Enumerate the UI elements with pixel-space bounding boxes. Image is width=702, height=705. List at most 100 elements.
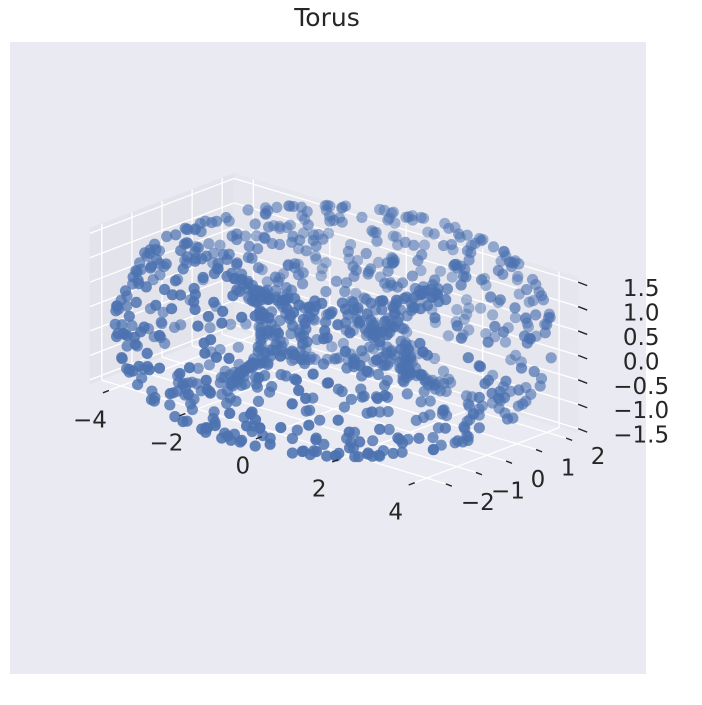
data-point bbox=[385, 346, 397, 358]
data-point bbox=[141, 347, 153, 359]
data-point bbox=[320, 257, 332, 269]
data-point bbox=[216, 317, 228, 329]
data-point bbox=[310, 446, 322, 458]
tick-label: −1 bbox=[491, 478, 525, 504]
data-point bbox=[150, 299, 162, 311]
data-point bbox=[295, 353, 308, 365]
tick-mark bbox=[331, 458, 339, 463]
data-point bbox=[186, 404, 198, 416]
data-point bbox=[354, 436, 366, 448]
data-point bbox=[451, 320, 463, 332]
data-point bbox=[130, 296, 142, 308]
data-point bbox=[179, 222, 191, 234]
data-point bbox=[476, 274, 488, 286]
data-point bbox=[461, 294, 473, 306]
data-point bbox=[315, 270, 327, 282]
data-point bbox=[462, 352, 474, 364]
data-point bbox=[343, 442, 356, 454]
data-point bbox=[249, 218, 261, 230]
data-point bbox=[396, 277, 409, 289]
data-point bbox=[309, 250, 321, 262]
data-point bbox=[174, 368, 186, 380]
data-point bbox=[522, 321, 535, 333]
data-point bbox=[399, 236, 411, 248]
data-point bbox=[174, 289, 187, 301]
data-point bbox=[489, 320, 501, 333]
data-point bbox=[276, 295, 288, 307]
data-point bbox=[241, 420, 253, 432]
data-point bbox=[252, 262, 264, 274]
tick-label: 2 bbox=[591, 444, 606, 470]
data-point bbox=[330, 353, 343, 365]
tick-label: 0 bbox=[531, 467, 546, 493]
data-point bbox=[376, 304, 388, 316]
data-point bbox=[506, 261, 518, 273]
data-point bbox=[321, 450, 333, 462]
data-point bbox=[518, 330, 531, 342]
data-point bbox=[387, 206, 399, 218]
data-point bbox=[442, 330, 454, 342]
data-point bbox=[345, 393, 357, 405]
data-point bbox=[119, 285, 132, 297]
data-point bbox=[157, 306, 169, 318]
data-point bbox=[397, 374, 409, 386]
data-point bbox=[252, 341, 264, 353]
data-point bbox=[521, 284, 533, 296]
data-point bbox=[232, 341, 244, 353]
data-point bbox=[462, 434, 474, 446]
data-point bbox=[116, 352, 128, 364]
data-point bbox=[284, 310, 296, 322]
data-point bbox=[217, 305, 229, 317]
data-point bbox=[336, 216, 348, 228]
data-point bbox=[356, 345, 368, 357]
data-point bbox=[199, 347, 211, 359]
tick-mark bbox=[475, 471, 483, 476]
data-point bbox=[353, 317, 365, 329]
data-point bbox=[208, 267, 220, 280]
data-point bbox=[527, 295, 539, 307]
data-point bbox=[485, 291, 497, 303]
data-point bbox=[406, 270, 418, 282]
tick-mark bbox=[565, 437, 573, 442]
data-point bbox=[487, 309, 499, 321]
data-point bbox=[123, 310, 135, 322]
data-point bbox=[372, 392, 384, 404]
data-point bbox=[383, 423, 395, 436]
data-point bbox=[408, 302, 420, 314]
data-point bbox=[280, 282, 292, 294]
data-point bbox=[301, 206, 313, 218]
data-point bbox=[338, 401, 350, 413]
data-point bbox=[390, 231, 402, 243]
data-point bbox=[473, 360, 485, 372]
data-point bbox=[392, 432, 404, 444]
data-point bbox=[168, 321, 181, 333]
data-point bbox=[164, 388, 176, 400]
data-point bbox=[434, 265, 446, 277]
data-point bbox=[129, 338, 142, 350]
tick-label: 1 bbox=[561, 456, 576, 482]
data-point bbox=[251, 381, 263, 393]
data-point bbox=[242, 251, 254, 263]
data-point bbox=[424, 395, 436, 407]
data-point bbox=[371, 354, 383, 366]
data-point bbox=[379, 315, 391, 327]
data-point bbox=[293, 384, 305, 396]
data-point bbox=[339, 303, 352, 315]
data-point bbox=[428, 228, 440, 240]
data-point bbox=[500, 375, 512, 387]
data-point bbox=[290, 374, 302, 386]
data-point bbox=[482, 336, 494, 348]
data-point bbox=[170, 229, 182, 241]
gridline-z-left bbox=[89, 177, 235, 234]
data-point bbox=[132, 379, 144, 391]
data-point bbox=[494, 294, 506, 306]
data-point bbox=[387, 230, 399, 242]
data-point bbox=[307, 368, 319, 380]
data-point bbox=[231, 233, 243, 246]
data-point bbox=[505, 354, 517, 366]
data-point bbox=[433, 296, 445, 308]
data-point bbox=[376, 326, 388, 338]
data-point bbox=[316, 297, 328, 309]
data-point bbox=[415, 396, 427, 408]
